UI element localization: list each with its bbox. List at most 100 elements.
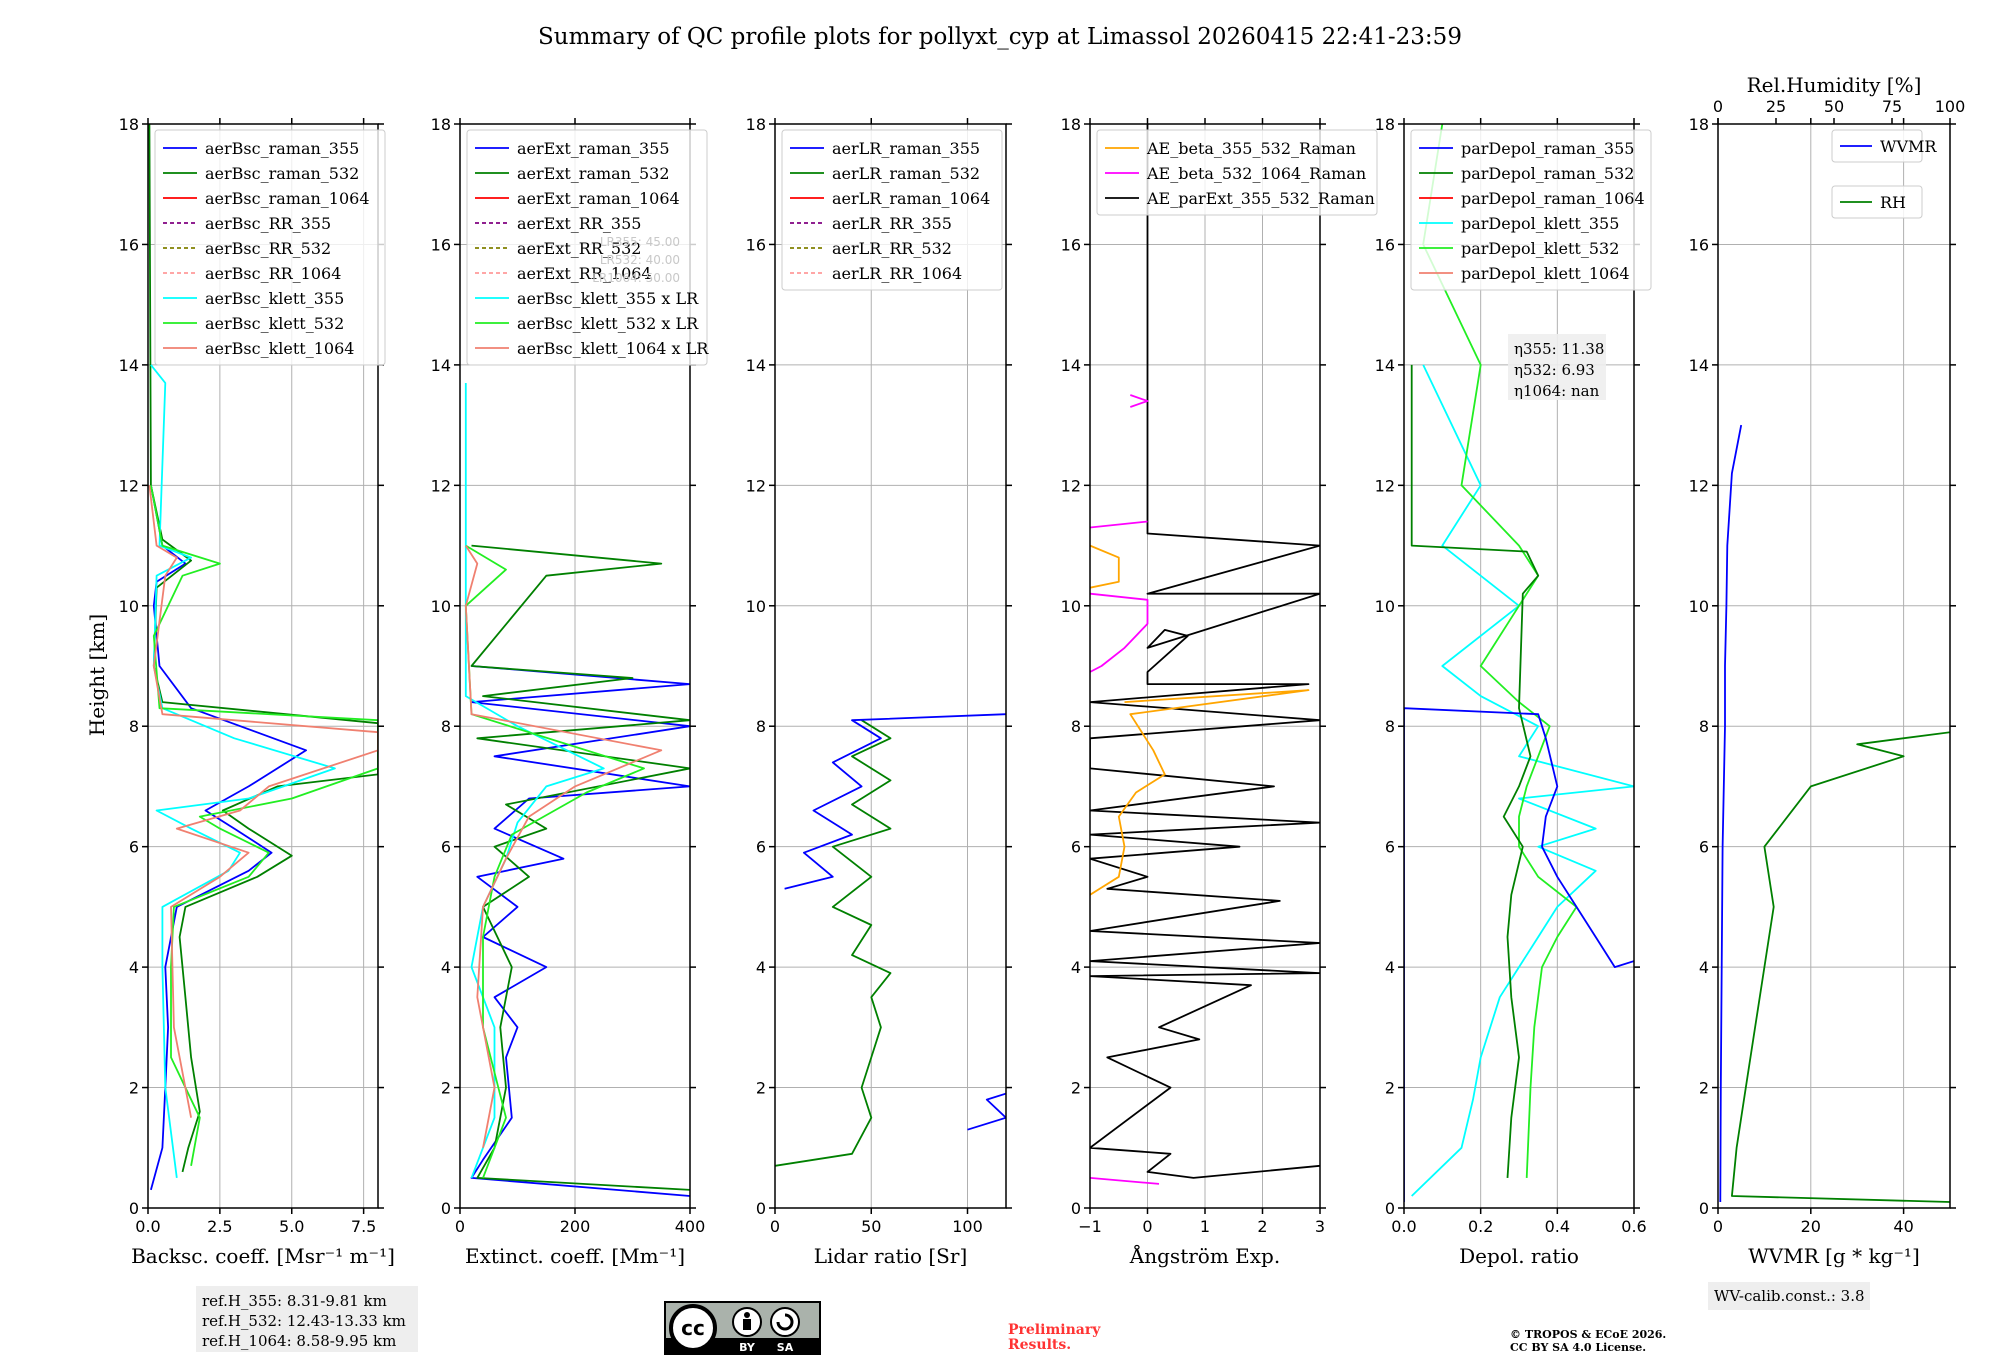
legend-entry: aerBsc_klett_355 x LR bbox=[517, 289, 699, 308]
legend-entry: aerBsc_RR_355 bbox=[205, 214, 331, 233]
y-tick-label: 0 bbox=[1699, 1199, 1709, 1218]
legend-entry: aerExt_RR_1064 bbox=[517, 264, 652, 283]
x-tick-label: 0 bbox=[1713, 1217, 1723, 1236]
y-tick-label: 18 bbox=[1375, 115, 1395, 134]
legend-entry: aerBsc_klett_1064 bbox=[205, 339, 354, 358]
axes-frame bbox=[147, 123, 379, 1209]
y-tick-label: 16 bbox=[1061, 235, 1081, 254]
series-line bbox=[1090, 1177, 1160, 1185]
legend-entry: AE_beta_532_1064_Raman bbox=[1146, 164, 1366, 183]
series-line bbox=[775, 719, 892, 1167]
legend-entry: aerExt_RR_532 bbox=[517, 239, 641, 258]
share-alike-icon bbox=[770, 1307, 800, 1337]
y-tick-label: 2 bbox=[1699, 1079, 1709, 1098]
x-tick-label: 1 bbox=[1200, 1217, 1210, 1236]
series-line bbox=[148, 485, 378, 1118]
y-tick-label: 14 bbox=[431, 356, 451, 375]
y-tick-label: 18 bbox=[1689, 115, 1709, 134]
series-group bbox=[464, 383, 690, 1197]
y-tick-label: 16 bbox=[119, 235, 139, 254]
x-tick-label: 20 bbox=[1801, 1217, 1821, 1236]
series-line bbox=[1090, 520, 1148, 529]
series-line bbox=[1731, 731, 1950, 1203]
y-tick-label: 4 bbox=[441, 958, 451, 977]
series-line bbox=[150, 485, 307, 1191]
calib-box bbox=[1708, 1282, 1870, 1310]
x-axis-label: Depol. ratio bbox=[1459, 1244, 1579, 1268]
legend-entry: aerExt_RR_355 bbox=[517, 214, 641, 233]
y-tick-label: 6 bbox=[129, 838, 139, 857]
y-tick-label: 0 bbox=[129, 1199, 139, 1218]
y-tick-label: 16 bbox=[1689, 235, 1709, 254]
top-tick-label: 0 bbox=[1713, 97, 1723, 116]
legend-box bbox=[154, 129, 386, 366]
y-tick-label: 8 bbox=[129, 717, 139, 736]
series-line bbox=[967, 1092, 1006, 1131]
legend-box bbox=[1831, 185, 1923, 219]
series-line bbox=[470, 665, 690, 1197]
panel-lidar_ratio: 0 2 4 6 8 10 12 14 16 18 0 50 100 Lidar ratio [Sr] aer… bbox=[746, 115, 1012, 1268]
legend-entry: aerExt_raman_532 bbox=[517, 164, 670, 183]
series-line bbox=[1404, 707, 1634, 1202]
series-line bbox=[464, 544, 645, 1179]
panel-depol: 0 2 4 6 8 10 12 14 16 18 0.0 0.2 0.4 0.6 Depol. ratio p… bbox=[1375, 115, 1652, 1268]
y-tick-label: 10 bbox=[119, 597, 139, 616]
series-line bbox=[1422, 124, 1578, 1178]
x-tick-label: 0 bbox=[1142, 1217, 1152, 1236]
legend-box bbox=[466, 129, 708, 366]
preliminary-line-1: Preliminary bbox=[1008, 1322, 1101, 1338]
legend-entry: RH bbox=[1880, 193, 1906, 212]
y-tick-label: 18 bbox=[1061, 115, 1081, 134]
panel-backscatter: 0 2 4 6 8 10 12 14 16 18 0.0 2.5 5.0 7.5 Backsc. coeff… bbox=[119, 115, 418, 1352]
x-tick-label: 0.0 bbox=[1391, 1217, 1416, 1236]
y-tick-label: 2 bbox=[441, 1079, 451, 1098]
y-tick-label: 0 bbox=[1071, 1199, 1081, 1218]
eta-annotation: η532: 6.93 bbox=[1514, 361, 1595, 379]
legend-entry: aerBsc_raman_1064 bbox=[205, 189, 370, 208]
preliminary-line-2: Results. bbox=[1008, 1337, 1071, 1353]
series-line bbox=[1719, 424, 1743, 1203]
y-tick-label: 14 bbox=[119, 356, 139, 375]
legend-entry: aerBsc_RR_532 bbox=[205, 239, 331, 258]
y-tick-label: 0 bbox=[441, 1199, 451, 1218]
y-tick-label: 18 bbox=[119, 115, 139, 134]
top-tick-label: 100 bbox=[1935, 97, 1966, 116]
x-axis-label: Lidar ratio [Sr] bbox=[814, 1244, 968, 1268]
y-tick-label: 8 bbox=[1699, 717, 1709, 736]
legend-entry: aerBsc_raman_532 bbox=[205, 164, 359, 183]
y-tick-label: 10 bbox=[1689, 597, 1709, 616]
y-tick-label: 8 bbox=[756, 717, 766, 736]
legend-entry: aerBsc_klett_532 bbox=[205, 314, 344, 333]
panel-extinction: 0 2 4 6 8 10 12 14 16 18 0 200 400 Extinct. coeff. [M… bbox=[431, 115, 710, 1268]
legend-entry: aerLR_RR_355 bbox=[832, 214, 952, 233]
legend-entry: aerExt_raman_355 bbox=[517, 139, 670, 158]
series-line bbox=[1130, 394, 1149, 408]
lr-annotation: LR1064: 50.00 bbox=[592, 271, 680, 285]
lr-annotation: LR355: 45.00 bbox=[600, 235, 680, 249]
x-tick-label: 7.5 bbox=[351, 1217, 376, 1236]
cc-icon bbox=[669, 1304, 717, 1352]
x-tick-label: 0 bbox=[770, 1217, 780, 1236]
series-line bbox=[784, 713, 1006, 890]
series-line bbox=[1090, 689, 1310, 896]
legend-entry: AE_parExt_355_532_Raman bbox=[1146, 189, 1375, 208]
legend-entry: aerLR_RR_1064 bbox=[832, 264, 962, 283]
legend-entry: aerBsc_klett_532 x LR bbox=[517, 314, 699, 333]
y-tick-label: 6 bbox=[1699, 838, 1709, 857]
y-tick-label: 4 bbox=[129, 958, 139, 977]
x-tick-label: 400 bbox=[675, 1217, 706, 1236]
chart-title: Summary of QC profile plots for pollyxt_… bbox=[538, 24, 1462, 50]
eta-annotation: η355: 11.38 bbox=[1514, 340, 1604, 358]
y-tick-label: 16 bbox=[1375, 235, 1395, 254]
series-group bbox=[148, 124, 378, 1191]
footer: cc BY SA Preliminary Results. © TROPOS &… bbox=[664, 1301, 1666, 1355]
y-tick-label: 14 bbox=[746, 356, 766, 375]
x-axis-label: Ångström Exp. bbox=[1129, 1243, 1280, 1268]
series-line bbox=[464, 545, 663, 1148]
y-tick-label: 4 bbox=[1385, 958, 1395, 977]
legend-entry: aerBsc_RR_1064 bbox=[205, 264, 341, 283]
top-tick-label: 25 bbox=[1766, 97, 1786, 116]
ref-height-box bbox=[196, 1286, 418, 1352]
x-tick-label: 0.2 bbox=[1468, 1217, 1493, 1236]
